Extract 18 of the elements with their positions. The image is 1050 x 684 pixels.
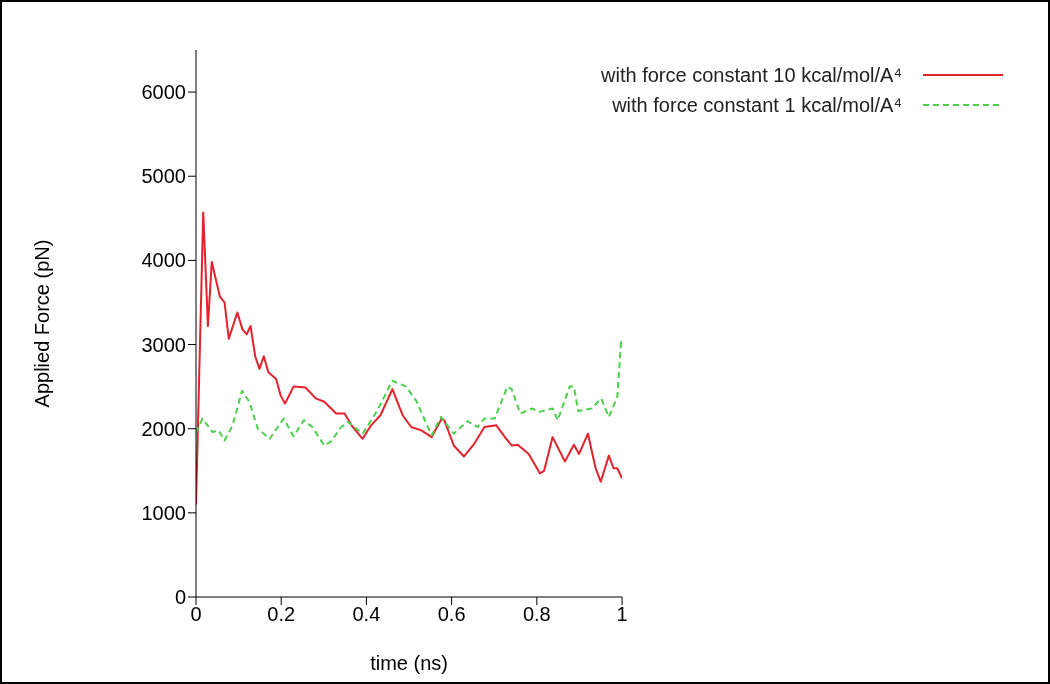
- y-tick-label: 4000: [141, 249, 186, 272]
- x-tick-label: 0: [190, 603, 202, 626]
- line-series: [196, 338, 623, 447]
- y-tick-label: 3000: [141, 333, 186, 356]
- x-tick-label: 0.6: [437, 603, 466, 626]
- x-tick-label: 0.4: [352, 603, 381, 626]
- y-tick-label: 6000: [141, 81, 186, 104]
- x-axis-title: time (ns): [370, 652, 448, 674]
- y-tick-label: 5000: [141, 165, 186, 188]
- legend-label: with force constant 10 kcal/mol/A⁴: [601, 63, 902, 88]
- y-tick-label: 2000: [141, 417, 186, 440]
- x-tick-label: 0.2: [267, 603, 296, 626]
- y-tick-label: 0: [174, 586, 186, 609]
- y-axis-title: Applied Force (pN): [31, 239, 54, 408]
- y-tick-label: 1000: [141, 501, 186, 524]
- x-tick-label: 0.8: [522, 603, 551, 626]
- legend-label: with force constant 1 kcal/mol/A⁴: [612, 93, 902, 118]
- x-tick-label: 1: [616, 603, 628, 626]
